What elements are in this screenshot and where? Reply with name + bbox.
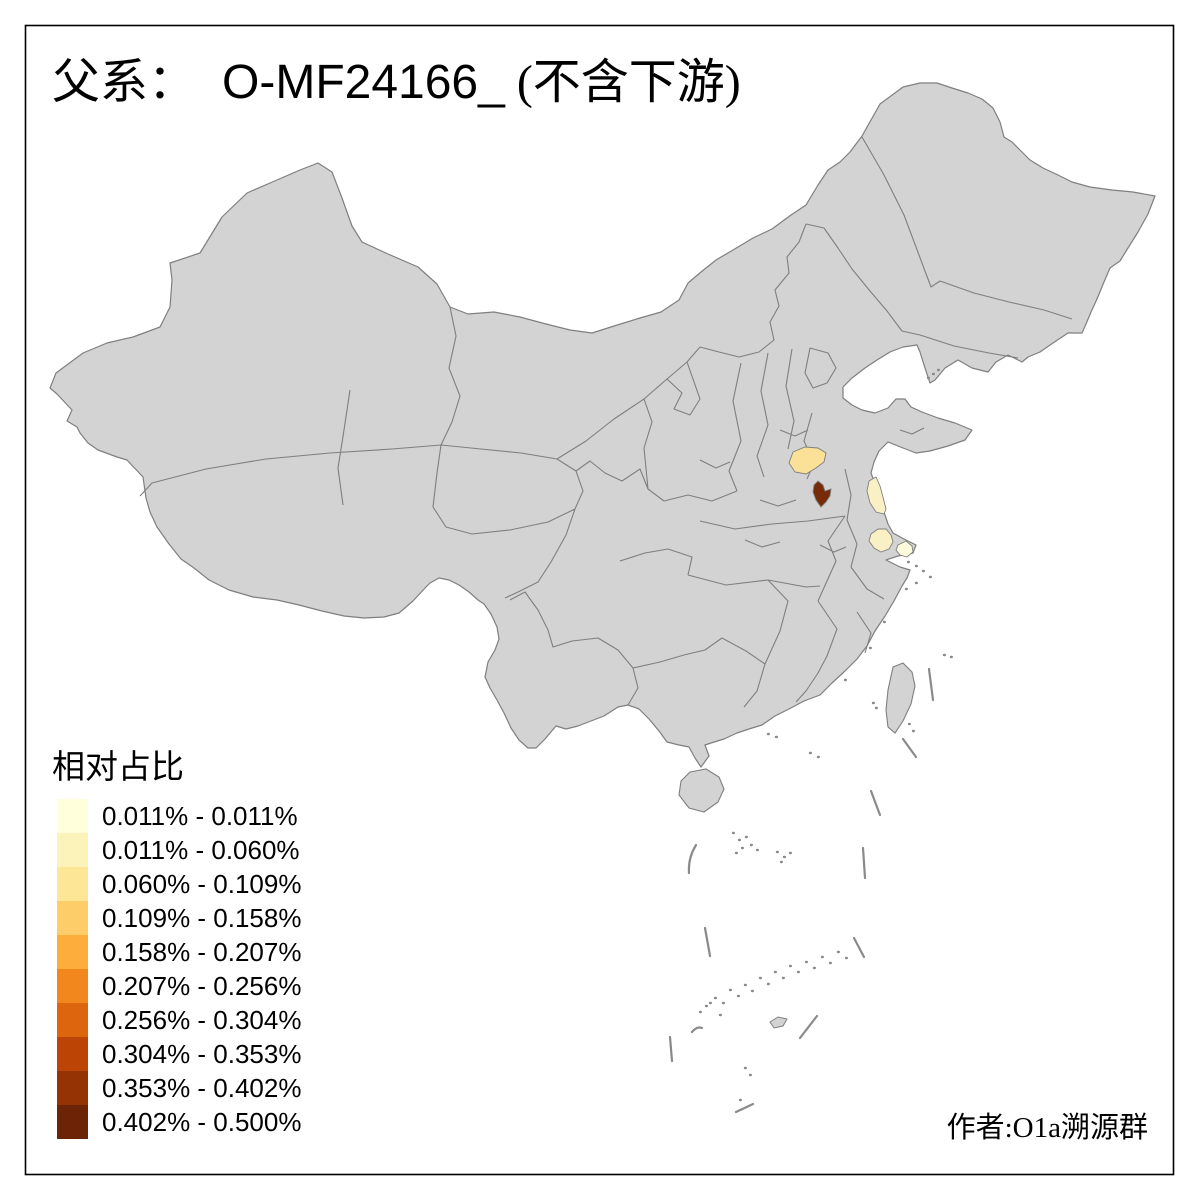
legend-swatch (57, 935, 88, 969)
legend-row: 0.353% - 0.402% (57, 1071, 301, 1105)
legend-row: 0.011% - 0.060% (57, 833, 301, 867)
legend-swatch (57, 1071, 88, 1105)
legend-label: 0.304% - 0.353% (102, 1038, 302, 1069)
legend-label: 0.207% - 0.256% (102, 970, 302, 1001)
legend-title: 相对占比 (52, 750, 184, 786)
legend-label: 0.109% - 0.158% (102, 902, 302, 933)
region-xuzhou-area (812, 480, 832, 508)
legend-label: 0.353% - 0.402% (102, 1072, 302, 1103)
legend-row: 0.060% - 0.109% (57, 867, 301, 901)
legend-label: 0.011% - 0.011% (102, 800, 298, 831)
legend-label: 0.060% - 0.109% (102, 868, 302, 899)
legend-swatch (57, 867, 88, 901)
legend-label: 0.256% - 0.304% (102, 1004, 302, 1035)
legend-swatch (57, 833, 88, 867)
legend-row: 0.256% - 0.304% (57, 1003, 301, 1037)
legend: 0.011% - 0.011% 0.011% - 0.060% 0.060% -… (57, 799, 301, 1139)
author-credit: 作者:O1a溯源群 (946, 1112, 1148, 1144)
legend-row: 0.304% - 0.353% (57, 1037, 301, 1071)
legend-label: 0.011% - 0.060% (102, 834, 300, 865)
region-sw-shandong (788, 446, 827, 475)
legend-swatch (57, 799, 88, 833)
island-dots (698, 368, 953, 1102)
taiwan-island (885, 662, 916, 734)
south-sea-island (769, 1016, 788, 1029)
legend-row: 0.207% - 0.256% (57, 969, 301, 1003)
title-prefix: 父系： (52, 56, 197, 109)
highlighted-regions (788, 446, 914, 558)
legend-swatch (57, 1003, 88, 1037)
legend-label: 0.158% - 0.207% (102, 936, 302, 967)
nine-dash-line (668, 667, 935, 1114)
region-shanghai-area (895, 540, 914, 558)
region-jiangsu-coast-north (866, 476, 887, 515)
map-title: 父系： O-MF24166_ (不含下游) (52, 54, 741, 112)
legend-row: 0.402% - 0.500% (57, 1105, 301, 1139)
province-borders (139, 136, 1073, 708)
legend-swatch (57, 969, 88, 1003)
hainan-island (678, 768, 725, 813)
legend-row: 0.011% - 0.011% (57, 799, 301, 833)
mainland-china (49, 82, 1156, 768)
legend-row: 0.158% - 0.207% (57, 935, 301, 969)
title-suffix: (不含下游) (516, 56, 741, 109)
title-haplogroup-id: O-MF24166_ (222, 56, 505, 109)
region-jiangsu-coast-mid (868, 528, 894, 553)
legend-swatch (57, 901, 88, 935)
plot-frame (24, 24, 1175, 1176)
legend-swatch (57, 1037, 88, 1071)
legend-swatch (57, 1105, 88, 1139)
legend-row: 0.109% - 0.158% (57, 901, 301, 935)
legend-label: 0.402% - 0.500% (102, 1106, 302, 1137)
